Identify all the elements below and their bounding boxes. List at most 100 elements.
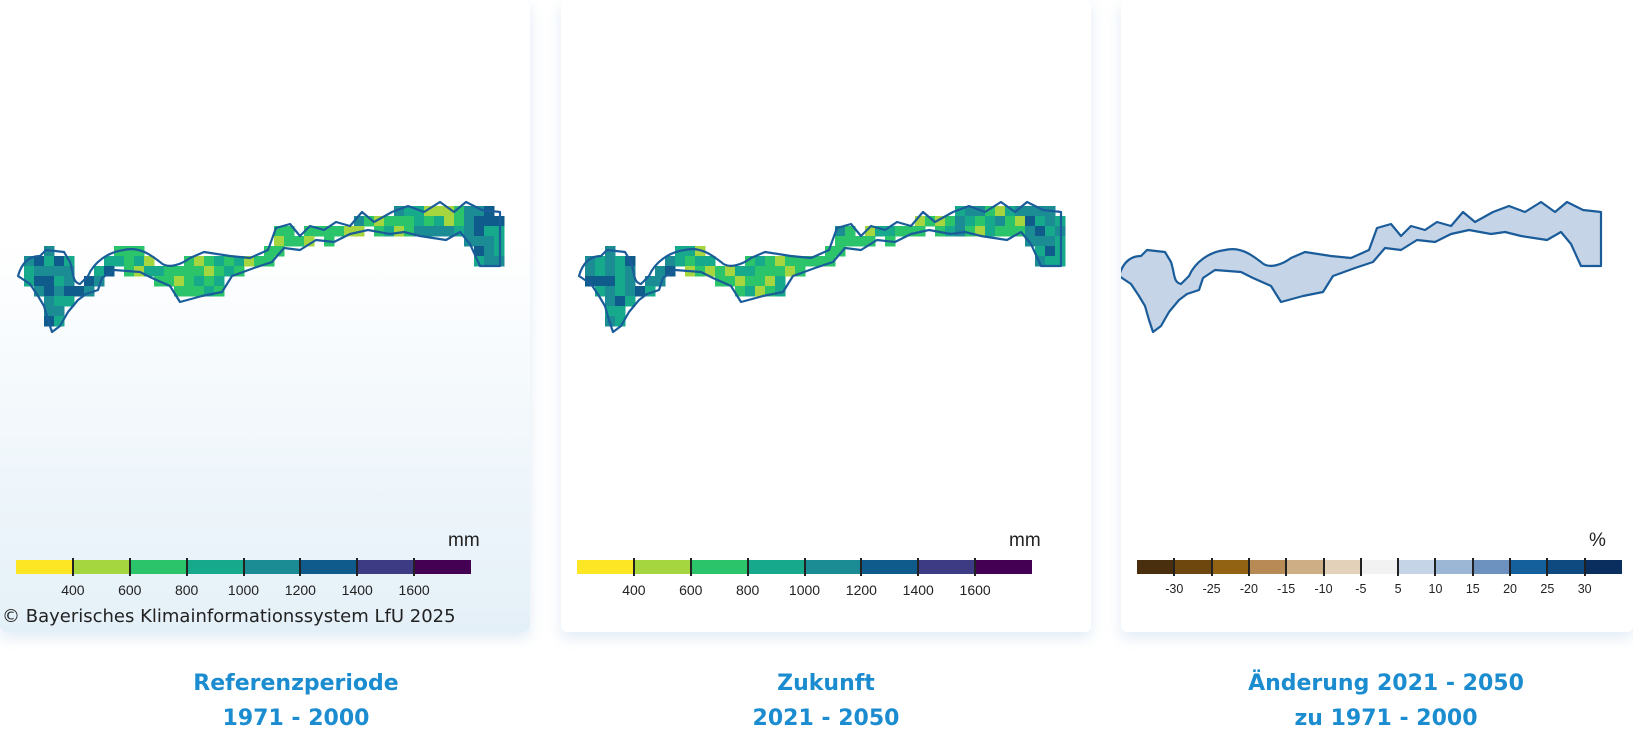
raster-cell bbox=[304, 236, 315, 247]
raster-cell bbox=[995, 206, 1006, 217]
raster-cell bbox=[745, 256, 756, 267]
raster-cell bbox=[605, 276, 616, 287]
legend-tick bbox=[1471, 558, 1474, 576]
raster-cell bbox=[224, 266, 235, 277]
legend-color-segment bbox=[16, 560, 73, 574]
legend-tick bbox=[632, 558, 635, 576]
raster-cell bbox=[124, 246, 135, 257]
legend-tick-label: 15 bbox=[1465, 582, 1480, 596]
raster-cell bbox=[474, 216, 485, 227]
legend-color-segment bbox=[747, 560, 805, 574]
raster-cell bbox=[364, 216, 375, 227]
raster-cell bbox=[274, 236, 285, 247]
raster-cell bbox=[124, 256, 135, 267]
legend-unit: mm bbox=[448, 530, 480, 551]
raster-cell bbox=[314, 226, 325, 237]
raster-cell bbox=[194, 256, 205, 267]
legend-tick-label: -10 bbox=[1314, 582, 1333, 596]
caption-reference: Referenzperiode 1971 - 2000 bbox=[86, 666, 506, 736]
legend-tick bbox=[746, 558, 749, 576]
raster-cell bbox=[655, 266, 666, 277]
raster-cell bbox=[464, 236, 475, 247]
legend-tick bbox=[1397, 558, 1400, 576]
legend-tick bbox=[803, 558, 806, 576]
legend-tick bbox=[71, 558, 74, 576]
legend-unit: % bbox=[1589, 530, 1606, 551]
legend-tick bbox=[1247, 558, 1250, 576]
raster-cell bbox=[144, 266, 155, 277]
legend-color-segment bbox=[690, 560, 748, 574]
legend-tick bbox=[185, 558, 188, 576]
raster-cell bbox=[615, 276, 626, 287]
raster-cell bbox=[945, 226, 956, 237]
raster-cell bbox=[695, 256, 706, 267]
raster-cell bbox=[885, 226, 896, 237]
raster-cell bbox=[745, 286, 756, 297]
raster-cell bbox=[1045, 236, 1056, 247]
raster-cell bbox=[64, 266, 75, 277]
raster-cell bbox=[374, 216, 385, 227]
precipitation-map-future[interactable] bbox=[561, 0, 1091, 632]
raster-cell bbox=[605, 266, 616, 277]
raster-cell bbox=[44, 256, 55, 267]
legend-tick-label: 25 bbox=[1540, 582, 1555, 596]
raster-cell bbox=[615, 316, 626, 327]
legend-color-segment bbox=[1509, 560, 1548, 574]
legend-unit: mm bbox=[1009, 530, 1041, 551]
raster-cell bbox=[605, 306, 616, 317]
legend-tick-label: 5 bbox=[1394, 582, 1402, 596]
raster-cell bbox=[665, 256, 676, 267]
raster-cell bbox=[224, 256, 235, 267]
raster-cell bbox=[474, 236, 485, 247]
raster-cell bbox=[925, 216, 936, 227]
raster-cell bbox=[184, 266, 195, 277]
raster-cell bbox=[394, 226, 405, 237]
raster-cell bbox=[655, 276, 666, 287]
raster-cell bbox=[54, 306, 65, 317]
legend-tick-label: 20 bbox=[1503, 582, 1518, 596]
raster-cell bbox=[795, 266, 806, 277]
legend-color-segment bbox=[1137, 560, 1175, 574]
legend-tick-label: 1000 bbox=[227, 582, 260, 598]
raster-cell bbox=[625, 286, 636, 297]
legend-color-segment bbox=[1323, 560, 1361, 574]
raster-cell bbox=[454, 206, 465, 217]
raster-cell bbox=[334, 226, 345, 237]
raster-cell bbox=[605, 296, 616, 307]
legend-color-segment bbox=[357, 560, 415, 574]
precipitation-change-map[interactable] bbox=[1121, 0, 1633, 632]
legend-tick bbox=[1434, 558, 1437, 576]
raster-cell bbox=[755, 256, 766, 267]
raster-cell bbox=[384, 226, 395, 237]
raster-cell bbox=[214, 276, 225, 287]
raster-cell bbox=[114, 256, 125, 267]
raster-cell bbox=[284, 236, 295, 247]
raster-cell bbox=[94, 266, 105, 277]
raster-cell bbox=[965, 226, 976, 237]
raster-cell bbox=[615, 296, 626, 307]
raster-cell bbox=[775, 266, 786, 277]
raster-cell bbox=[164, 266, 175, 277]
raster-cell bbox=[1045, 226, 1056, 237]
legend-color-segment bbox=[1211, 560, 1249, 574]
raster-cell bbox=[965, 216, 976, 227]
raster-cell bbox=[725, 276, 736, 287]
raster-cell bbox=[434, 216, 445, 227]
raster-cell bbox=[605, 286, 616, 297]
raster-cell bbox=[595, 256, 606, 267]
raster-cell bbox=[24, 256, 35, 267]
raster-cell bbox=[44, 266, 55, 277]
legend-color-segment bbox=[186, 560, 244, 574]
raster-cell bbox=[54, 276, 65, 287]
raster-cell bbox=[845, 236, 856, 247]
caption-period: 2021 - 2050 bbox=[752, 706, 900, 731]
raster-cell bbox=[1035, 236, 1046, 247]
precipitation-map-reference[interactable] bbox=[0, 0, 530, 632]
raster-cell bbox=[895, 226, 906, 237]
legend-color-segment bbox=[1472, 560, 1510, 574]
raster-cell bbox=[615, 266, 626, 277]
change-area bbox=[1121, 202, 1601, 332]
raster-cell bbox=[424, 226, 435, 237]
caption-period: zu 1971 - 2000 bbox=[1294, 706, 1478, 731]
raster-cell bbox=[835, 246, 846, 257]
